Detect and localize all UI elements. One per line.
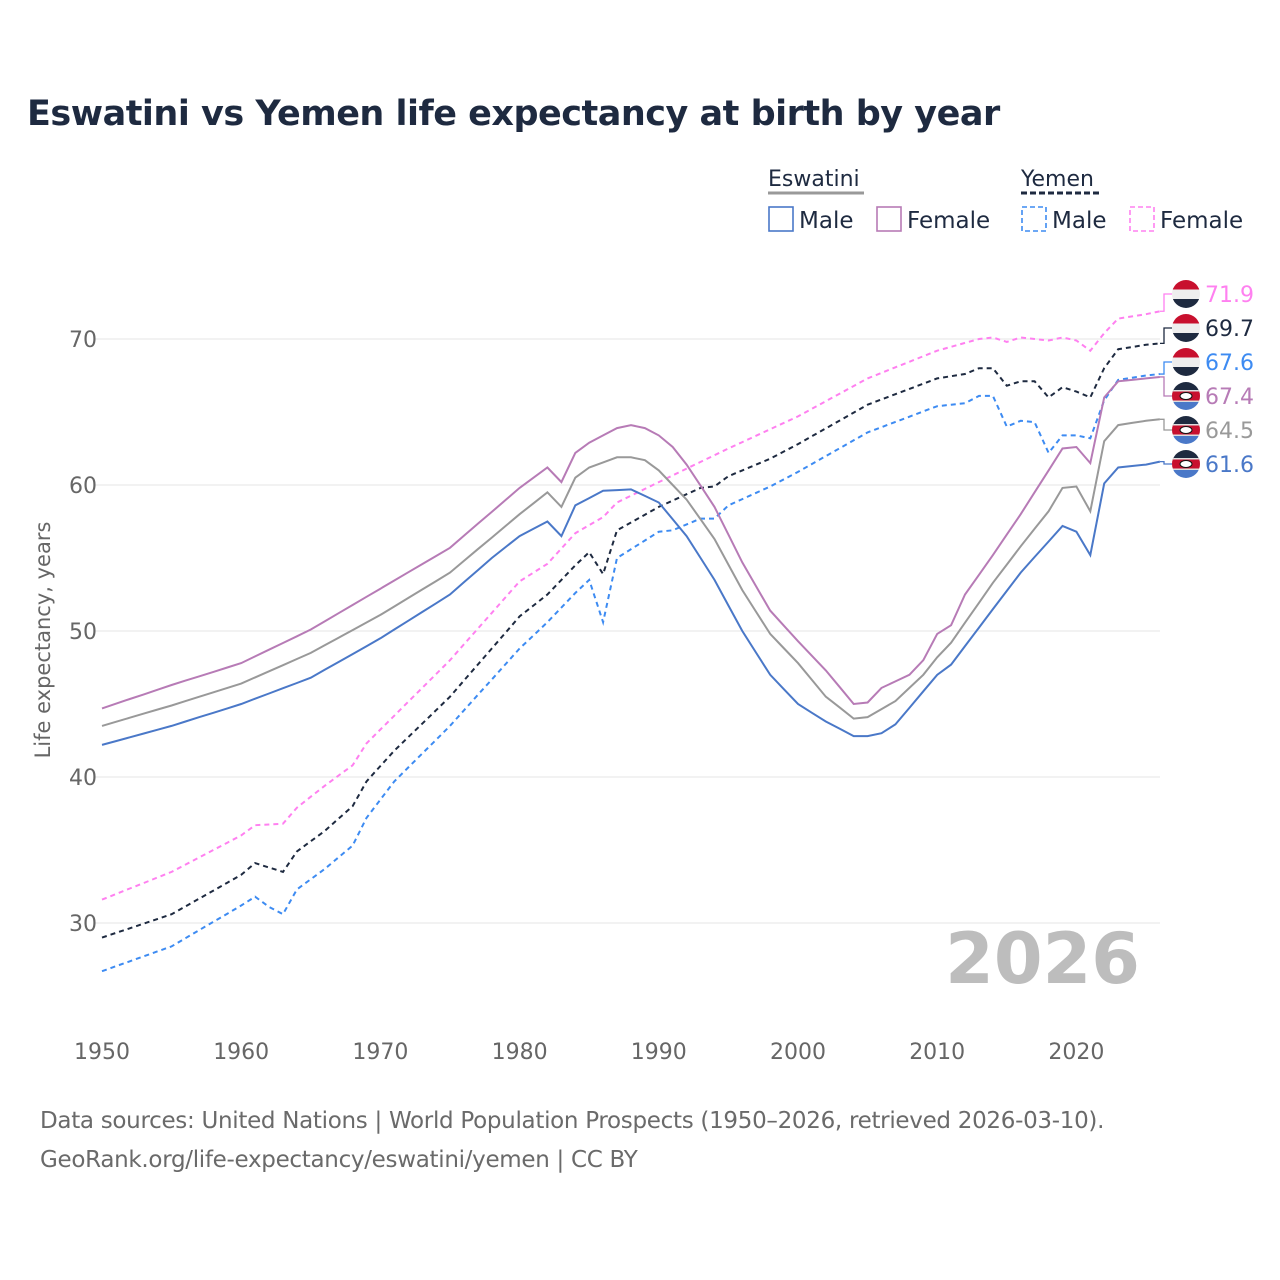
x-tick-label: 1950: [74, 1040, 130, 1065]
legend-item-label: Female: [1160, 208, 1243, 234]
source-line-2[interactable]: GeoRank.org/life-expectancy/eswatini/yem…: [40, 1147, 638, 1173]
flag-stripe: [1172, 333, 1200, 342]
yemen-flag-icon: [1172, 314, 1200, 342]
flag-stripe: [1172, 357, 1200, 367]
end-label-connector: [1160, 327, 1172, 345]
flag-stripe: [1172, 450, 1200, 460]
flag-body: [1172, 280, 1200, 308]
eswatini-flag-icon: [1172, 382, 1200, 410]
legend-group-title: Eswatini: [768, 167, 860, 192]
eswatini-flag-icon: [1172, 450, 1200, 478]
eswatini-flag-icon: [1172, 416, 1200, 444]
x-tick-label: 1990: [631, 1040, 687, 1065]
y-tick-label: 70: [69, 328, 97, 353]
end-value-label: 67.4: [1205, 385, 1254, 410]
legend-item-label: Male: [1052, 208, 1106, 234]
flag-stripe: [1172, 289, 1200, 299]
legend-item-label: Male: [799, 208, 853, 234]
x-tick-label: 1970: [352, 1040, 408, 1065]
line-chart: 30 40 50 60 70 1950 1960 1970 1980 1990 2000 2010 20…: [31, 167, 1254, 1065]
legend-swatch: [1129, 206, 1155, 232]
legend-item-label: Female: [907, 208, 990, 234]
flag-shield: [1179, 392, 1193, 400]
flag-stripe: [1172, 402, 1200, 410]
end-value-label: 64.5: [1205, 419, 1254, 444]
flag-stripe: [1172, 280, 1200, 290]
end-label-connector: [1160, 376, 1172, 397]
flag-stripe: [1172, 382, 1200, 392]
legend-group-title: Yemen: [1020, 167, 1094, 192]
flag-stripe: [1172, 314, 1200, 324]
series-line-eswatini-male: [101, 460, 1161, 746]
flag-stripe: [1172, 348, 1200, 358]
flag-body: [1172, 450, 1200, 478]
series-line-eswatini-female: [101, 376, 1161, 710]
flag-stripe: [1172, 367, 1200, 376]
y-axis-label: Life expectancy, years: [31, 522, 55, 759]
flag-body: [1172, 416, 1200, 444]
yemen-flag-icon: [1172, 348, 1200, 376]
y-tick-label: 60: [69, 474, 97, 499]
series-line-yemen-male: [101, 373, 1161, 973]
series-line-yemen: [101, 342, 1161, 939]
flag-stripe: [1172, 323, 1200, 333]
x-tick-label: 1960: [213, 1040, 269, 1065]
x-tick-label: 2000: [770, 1040, 826, 1065]
end-label-connector: [1160, 293, 1172, 312]
x-tick-label: 1980: [492, 1040, 548, 1065]
series-line-eswatini: [101, 418, 1161, 727]
year-watermark: 2026: [945, 918, 1140, 1000]
flag-shield: [1179, 426, 1193, 434]
end-label-connector: [1160, 418, 1172, 431]
yemen-flag-icon: [1172, 280, 1200, 308]
flag-stripe: [1172, 436, 1200, 444]
legend-swatch: [876, 206, 902, 232]
flag-stripe: [1172, 470, 1200, 478]
flag-stripe: [1172, 416, 1200, 426]
end-value-label: 67.6: [1205, 351, 1254, 376]
end-value-label: 71.9: [1205, 283, 1254, 308]
series-line-yemen-female: [101, 310, 1161, 901]
flag-body: [1172, 314, 1200, 342]
end-value-label: 69.7: [1205, 317, 1254, 342]
flag-shield: [1179, 460, 1193, 468]
legend-swatch: [768, 206, 794, 232]
y-tick-label: 30: [69, 912, 97, 937]
end-label-connector: [1160, 460, 1172, 465]
source-line-1: Data sources: United Nations | World Pop…: [40, 1108, 1105, 1134]
legend-swatch: [1021, 206, 1047, 232]
chart-title: Eswatini vs Yemen life expectancy at bir…: [27, 94, 1000, 134]
flag-stripe: [1172, 299, 1200, 308]
flag-body: [1172, 348, 1200, 376]
x-tick-label: 2020: [1048, 1040, 1104, 1065]
y-tick-label: 50: [69, 620, 97, 645]
end-value-label: 61.6: [1205, 453, 1254, 478]
x-tick-label: 2010: [909, 1040, 965, 1065]
end-label-connector: [1160, 361, 1172, 375]
flag-body: [1172, 382, 1200, 410]
y-tick-label: 40: [69, 766, 97, 791]
